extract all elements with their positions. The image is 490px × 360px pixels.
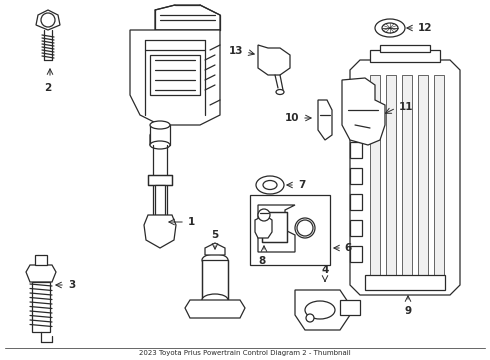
Polygon shape — [150, 55, 200, 95]
Polygon shape — [318, 100, 332, 140]
Circle shape — [258, 209, 270, 221]
Circle shape — [306, 314, 314, 322]
Text: 9: 9 — [404, 306, 412, 316]
Bar — [350, 90, 362, 106]
Text: 3: 3 — [68, 280, 75, 290]
Polygon shape — [150, 125, 170, 145]
Polygon shape — [340, 300, 360, 315]
Polygon shape — [26, 265, 56, 282]
Text: 11: 11 — [399, 102, 414, 112]
Circle shape — [41, 13, 55, 27]
Bar — [350, 220, 362, 236]
Polygon shape — [342, 78, 385, 145]
Bar — [380, 45, 430, 52]
Text: 10: 10 — [285, 113, 299, 123]
Bar — [350, 246, 362, 262]
Polygon shape — [205, 243, 225, 255]
Polygon shape — [350, 60, 460, 295]
Polygon shape — [258, 205, 295, 252]
Polygon shape — [185, 300, 245, 318]
Ellipse shape — [295, 218, 315, 238]
Ellipse shape — [382, 23, 398, 33]
Polygon shape — [155, 5, 220, 30]
Bar — [202, 260, 228, 300]
Text: 13: 13 — [228, 46, 243, 56]
Text: 12: 12 — [418, 23, 433, 33]
Ellipse shape — [305, 301, 335, 319]
Polygon shape — [255, 215, 272, 238]
Bar — [262, 212, 287, 242]
Ellipse shape — [150, 141, 170, 149]
Ellipse shape — [276, 90, 284, 94]
Bar — [250, 195, 330, 265]
Polygon shape — [295, 290, 350, 330]
Bar — [365, 275, 445, 290]
Polygon shape — [36, 10, 60, 30]
Polygon shape — [148, 175, 172, 185]
Text: 8: 8 — [258, 256, 266, 266]
Polygon shape — [150, 125, 170, 145]
Text: 2: 2 — [45, 83, 51, 93]
Bar — [370, 50, 440, 62]
Circle shape — [297, 220, 313, 236]
Bar — [350, 142, 362, 158]
Bar — [386, 75, 396, 275]
Text: 4: 4 — [321, 265, 329, 275]
Ellipse shape — [375, 19, 405, 37]
Ellipse shape — [256, 176, 284, 194]
Polygon shape — [144, 215, 176, 248]
Text: 2023 Toyota Prius Powertrain Control Diagram 2 - Thumbnail: 2023 Toyota Prius Powertrain Control Dia… — [139, 350, 351, 356]
Polygon shape — [155, 185, 165, 215]
Text: 6: 6 — [344, 243, 351, 253]
Bar — [350, 116, 362, 132]
Bar — [350, 194, 362, 210]
Ellipse shape — [202, 254, 228, 266]
Polygon shape — [258, 45, 290, 75]
Bar — [350, 168, 362, 184]
Polygon shape — [130, 30, 220, 125]
Text: 7: 7 — [298, 180, 305, 190]
Text: 5: 5 — [211, 230, 219, 240]
Ellipse shape — [263, 180, 277, 189]
Ellipse shape — [150, 121, 170, 129]
Bar — [418, 75, 428, 275]
Bar — [32, 282, 50, 332]
Bar — [434, 75, 444, 275]
Ellipse shape — [202, 294, 228, 306]
Bar — [370, 75, 380, 275]
Bar — [402, 75, 412, 275]
Bar — [35, 255, 47, 265]
Text: 1: 1 — [188, 217, 195, 227]
